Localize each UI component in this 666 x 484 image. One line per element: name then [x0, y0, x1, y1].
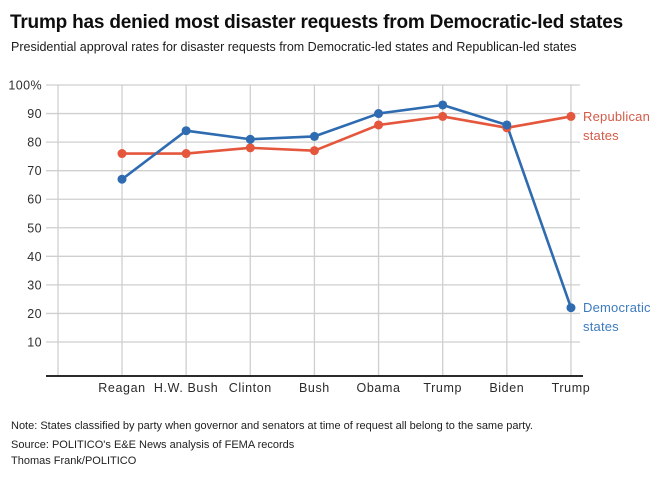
data-point-marker: [245, 134, 255, 144]
y-tick-label: 40: [27, 250, 42, 264]
series-label: Democratic: [583, 300, 651, 315]
data-point-marker: [117, 174, 127, 184]
x-tick-label: Biden: [489, 381, 524, 395]
data-point-marker: [309, 146, 319, 156]
data-point-marker: [117, 149, 127, 159]
x-tick-label: H.W. Bush: [154, 381, 218, 395]
series-line: [120, 115, 573, 155]
chart-byline: Thomas Frank/POLITICO: [11, 455, 137, 467]
line-chart: 100% 90 80 70 60 50 40 30 20 10 Reagan H.W. Bush Cli…: [8, 79, 651, 396]
data-point-marker: [438, 100, 448, 110]
y-tick-label: 30: [27, 278, 42, 292]
y-tick-label: 80: [27, 136, 42, 150]
series-label: Republican: [583, 109, 650, 124]
x-tick-label: Obama: [357, 381, 401, 395]
data-point-marker: [309, 131, 319, 141]
series-line: [120, 103, 573, 310]
data-point-marker: [181, 149, 191, 159]
chart-title: Trump has denied most disaster requests …: [10, 12, 623, 33]
x-tick-label: Trump: [423, 381, 462, 395]
y-tick-label: 100%: [8, 79, 42, 93]
y-tick-label: 70: [27, 164, 42, 178]
data-point-marker: [566, 303, 576, 313]
x-tick-label: Bush: [299, 381, 330, 395]
series-label: states: [583, 319, 619, 334]
chart-note: Note: States classified by party when go…: [11, 420, 533, 432]
chart-source: Source: POLITICO's E&E News analysis of …: [11, 439, 295, 451]
y-tick-label: 50: [27, 221, 42, 235]
y-tick-label: 90: [27, 107, 42, 121]
y-tick-label: 60: [27, 193, 42, 207]
data-point-marker: [245, 143, 255, 153]
x-tick-label: Reagan: [98, 381, 145, 395]
data-point-marker: [374, 120, 384, 130]
data-point-marker: [566, 111, 576, 121]
series-label: states: [583, 128, 619, 143]
chart-subtitle: Presidential approval rates for disaster…: [11, 40, 577, 54]
x-tick-label: Clinton: [229, 381, 272, 395]
y-tick-label: 20: [27, 307, 42, 321]
y-tick-label: 10: [27, 336, 42, 350]
data-point-marker: [502, 120, 512, 130]
data-point-marker: [181, 126, 191, 136]
data-point-marker: [374, 109, 384, 119]
x-tick-label: Trump: [552, 381, 591, 395]
data-point-marker: [438, 111, 448, 121]
